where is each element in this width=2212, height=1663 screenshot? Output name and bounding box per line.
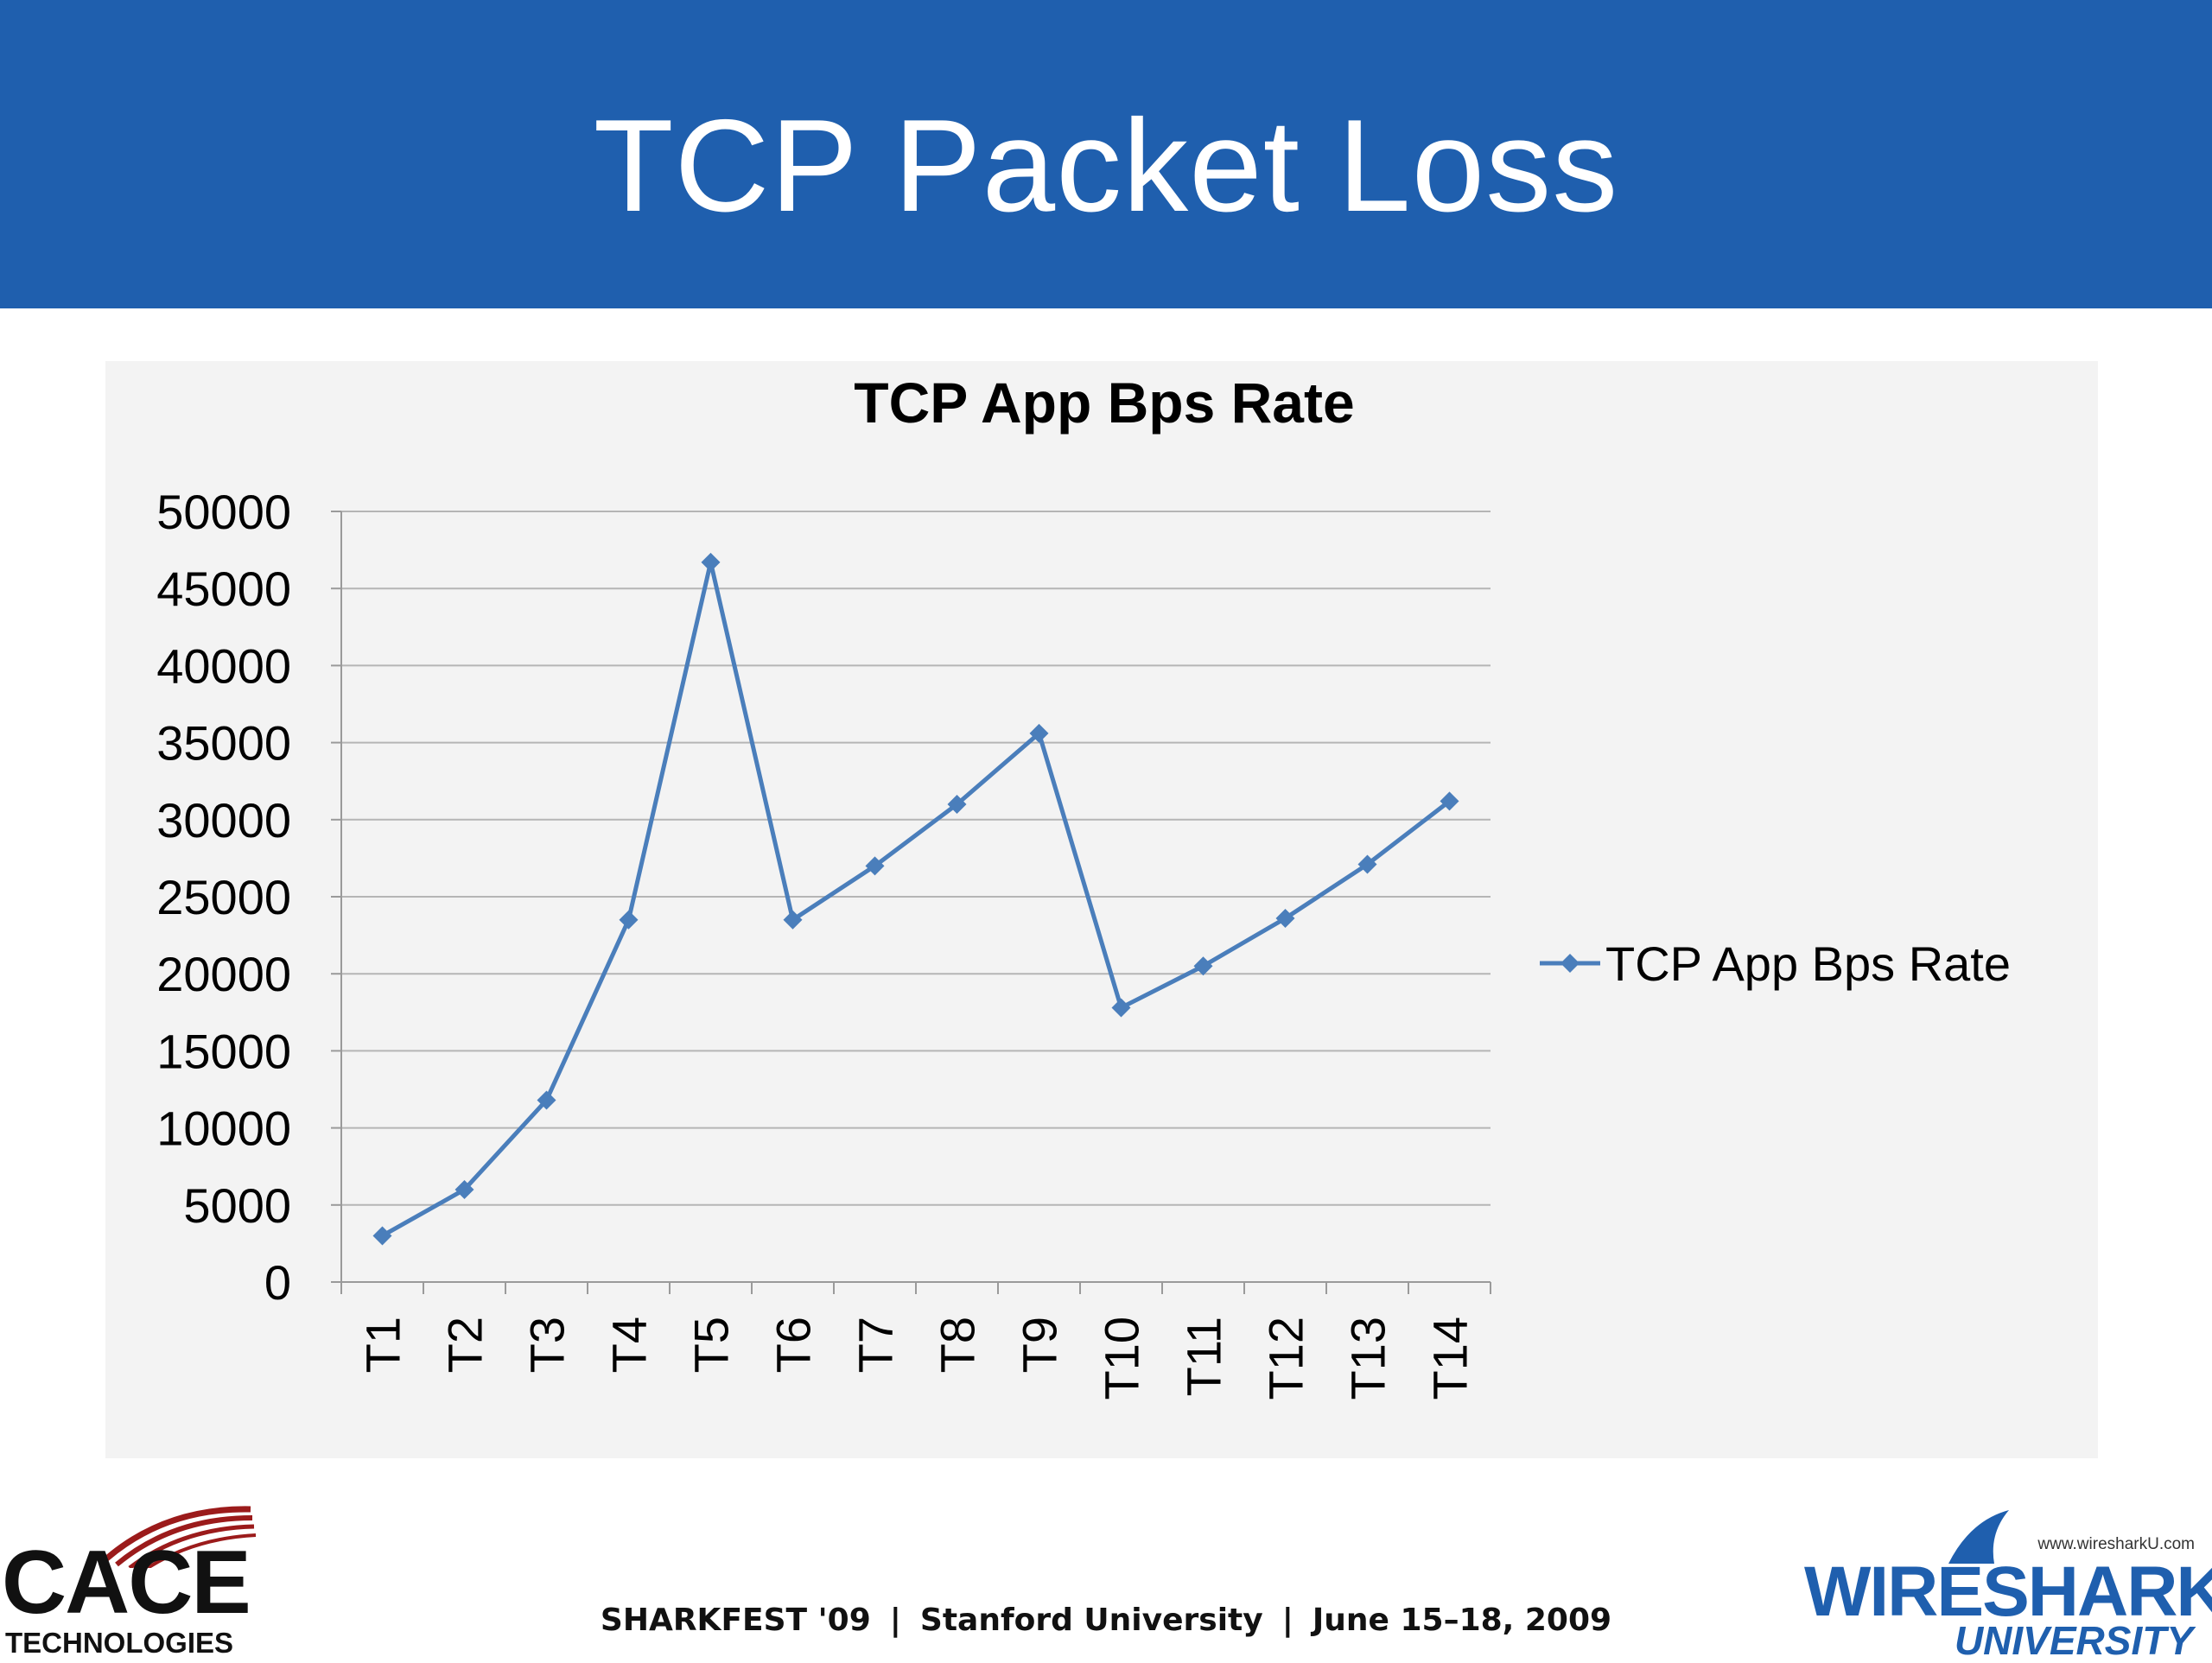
x-tick-label: T13 [1341, 1317, 1395, 1400]
y-tick-label: 10000 [156, 1101, 291, 1156]
x-tick-label: T9 [1013, 1317, 1067, 1373]
cace-subtitle: TECHNOLOGIES [5, 1627, 234, 1659]
x-tick-label: T1 [356, 1317, 410, 1373]
y-tick-label: 45000 [156, 562, 291, 616]
footer: SHARKFEST '09 | Stanford University | June 1… [600, 1603, 1612, 1638]
y-tick-label: 20000 [156, 947, 291, 1001]
chart-panel: TCP App Bps Rate 0 5000 10000 15000 20000 2500… [105, 361, 2098, 1458]
data-point [1029, 723, 1049, 743]
data-point [783, 910, 803, 930]
y-tick-label: 30000 [156, 793, 291, 847]
y-tick-label: 15000 [156, 1024, 291, 1078]
wireshark-url: www.wiresharkU.com [2037, 1535, 2195, 1553]
x-tick-label: T2 [438, 1317, 493, 1373]
y-tick-label: 0 [264, 1255, 291, 1310]
cace-logo: CACE TECHNOLOGIES [0, 1499, 259, 1659]
data-point [865, 856, 885, 876]
x-tick-label: T12 [1259, 1317, 1313, 1400]
x-tick-label: T10 [1095, 1317, 1149, 1400]
y-tick-label: 40000 [156, 638, 291, 693]
y-tick-label: 35000 [156, 716, 291, 771]
shark-fin-icon [1948, 1510, 2009, 1564]
footer-dates: June 15–18, 2009 [1312, 1603, 1612, 1638]
wireshark-university-logo: www.wiresharkU.com WIRESHARK UNIVERSITY [1797, 1503, 2212, 1663]
data-point [701, 552, 721, 572]
line-chart: TCP App Bps Rate 0 5000 10000 15000 20000 2500… [156, 371, 2011, 1400]
chart-title: TCP App Bps Rate [854, 371, 1354, 435]
data-point [537, 1090, 556, 1110]
y-tick-label: 5000 [183, 1178, 291, 1233]
series-line [381, 560, 1452, 1238]
legend-label: TCP App Bps Rate [1605, 936, 2011, 991]
x-tick-label: T6 [766, 1317, 821, 1373]
data-point [1357, 854, 1377, 874]
y-tick-label: 25000 [156, 870, 291, 924]
slide-title: TCP Packet Loss [593, 92, 1619, 239]
x-tick-label: T3 [520, 1317, 575, 1373]
data-point [372, 1226, 392, 1246]
wireshark-wordmark: WIRESHARK [1804, 1552, 2212, 1631]
y-tick-label: 50000 [156, 485, 291, 539]
data-point [1275, 908, 1295, 928]
footer-event: SHARKFEST '09 [600, 1603, 871, 1638]
x-tick-label: T11 [1177, 1317, 1231, 1396]
wireshark-subtitle: UNIVERSITY [1954, 1618, 2193, 1663]
x-tick-label: T8 [931, 1317, 985, 1373]
cace-swoosh-icon [101, 1506, 257, 1568]
data-point [1111, 998, 1131, 1018]
data-point [1193, 956, 1213, 976]
data-point [1440, 791, 1459, 811]
x-tick-label: T14 [1423, 1317, 1478, 1400]
data-point [947, 794, 967, 814]
cace-wordmark: CACE [2, 1533, 251, 1633]
x-tick-label: T5 [684, 1317, 739, 1373]
title-banner [0, 0, 2212, 308]
data-point [454, 1179, 474, 1199]
legend-marker [1560, 954, 1580, 973]
footer-venue: Stanford University [919, 1603, 1263, 1638]
x-tick-label: T4 [602, 1317, 657, 1373]
data-point [619, 910, 639, 930]
x-tick-label: T7 [849, 1317, 903, 1373]
